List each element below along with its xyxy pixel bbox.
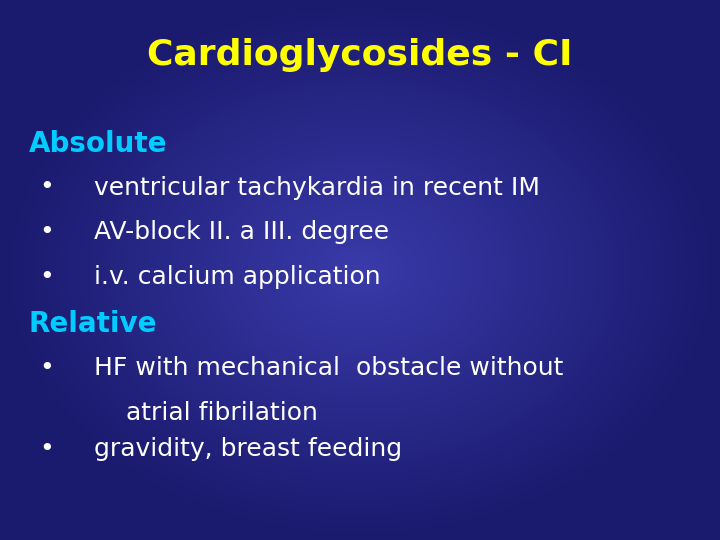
Text: •: •: [40, 265, 54, 289]
Text: •: •: [40, 356, 54, 380]
Text: atrial fibrilation: atrial fibrilation: [94, 401, 318, 424]
Text: •: •: [40, 437, 54, 461]
Text: Relative: Relative: [29, 310, 157, 338]
Text: AV-block II. a III. degree: AV-block II. a III. degree: [94, 220, 389, 244]
Text: •: •: [40, 220, 54, 244]
Text: gravidity, breast feeding: gravidity, breast feeding: [94, 437, 402, 461]
Text: i.v. calcium application: i.v. calcium application: [94, 265, 380, 289]
Text: •: •: [40, 176, 54, 199]
Text: Absolute: Absolute: [29, 130, 167, 158]
Text: HF with mechanical  obstacle without: HF with mechanical obstacle without: [94, 356, 563, 380]
Text: ventricular tachykardia in recent IM: ventricular tachykardia in recent IM: [94, 176, 539, 199]
Text: Cardioglycosides - CI: Cardioglycosides - CI: [148, 38, 572, 72]
